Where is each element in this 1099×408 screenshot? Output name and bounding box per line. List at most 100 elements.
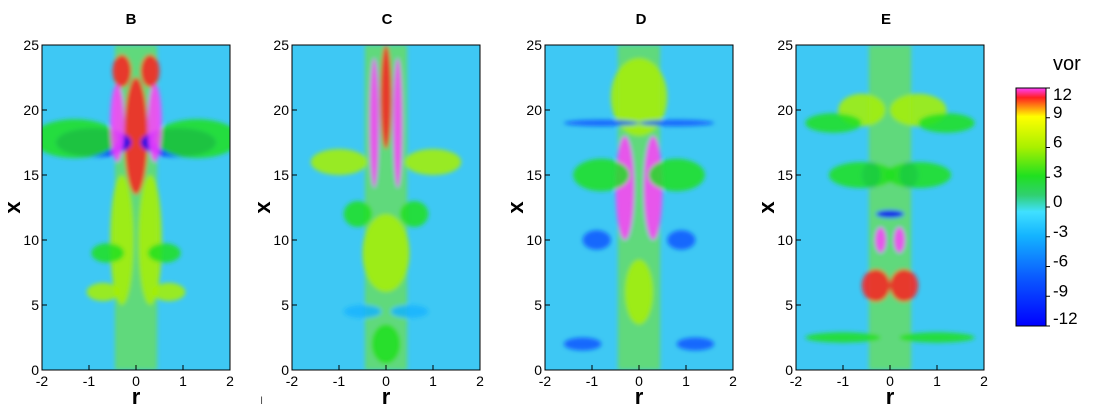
vortex-structure [899, 332, 975, 343]
y-tick-label: 25 [777, 37, 793, 53]
x-tick-label: 1 [682, 373, 690, 389]
x-tick-label: 0 [132, 373, 140, 389]
y-tick-label: 0 [785, 362, 793, 378]
x-tick-label: 0 [382, 373, 390, 389]
y-tick-label: 5 [31, 297, 39, 313]
colorbar-tick-label: -9 [1053, 281, 1068, 300]
x-tick-label: -2 [790, 373, 803, 389]
y-tick-label: 15 [23, 167, 39, 183]
colorbar-tick-label: 12 [1053, 85, 1072, 104]
vortex-structure [676, 337, 715, 351]
x-tick-label: 0 [886, 373, 894, 389]
x-tick-label: 2 [729, 373, 737, 389]
panel-title: E [881, 11, 891, 28]
y-tick-label: 15 [273, 167, 289, 183]
vortex-structure [369, 58, 379, 188]
colorbar-gradient [1015, 87, 1047, 327]
y-tick-label: 15 [777, 167, 793, 183]
panel-title: C [382, 11, 393, 28]
x-tick-label: 1 [933, 373, 941, 389]
vortex-structure [893, 227, 906, 253]
y-tick-label: 5 [785, 297, 793, 313]
colorbar-tick-label: 0 [1053, 192, 1062, 211]
y-tick-label: 20 [526, 102, 542, 118]
panel-title: B [126, 11, 137, 28]
vortex-structure [124, 77, 148, 195]
vortex-structure [874, 227, 887, 253]
panel-title: D [636, 11, 647, 28]
x-tick-label: -2 [36, 373, 49, 389]
vortex-structure [404, 149, 462, 175]
vortex-structure [112, 54, 132, 88]
vortex-structure [610, 58, 668, 136]
vortex-structure [343, 201, 372, 227]
y-tick-label: 0 [31, 362, 39, 378]
x-tick-label: -1 [837, 373, 850, 389]
x-tick-label: 2 [476, 373, 484, 389]
x-tick-label: 1 [429, 373, 437, 389]
x-tick-label: -2 [539, 373, 552, 389]
x-axis-label: r [635, 384, 644, 408]
y-tick-label: 15 [526, 167, 542, 183]
vortex-structure [624, 259, 654, 325]
x-tick-label: -1 [586, 373, 599, 389]
y-tick-label: 20 [273, 102, 289, 118]
vortex-structure [563, 119, 640, 127]
x-tick-label: -1 [333, 373, 346, 389]
vortex-structure [828, 162, 895, 188]
colorbar-tick-label: 6 [1053, 133, 1062, 152]
colorbar-tick-label: -3 [1053, 222, 1068, 241]
colorbar: vor 129 6 3 0 -3 -6 -9 -12 [1015, 53, 1081, 328]
vortex-structure [152, 282, 186, 302]
x-axis-label: r [382, 384, 391, 408]
y-axis-label: x [0, 201, 25, 214]
vortex-structure [573, 158, 630, 192]
vortex-structure [371, 324, 401, 364]
vortex-structure [154, 119, 230, 159]
vortex-structure [885, 162, 952, 188]
y-tick-label: 10 [273, 232, 289, 248]
x-axis-label: r [886, 384, 895, 408]
x-tick-label: 0 [635, 373, 643, 389]
vortex-structure [390, 305, 429, 318]
y-tick-label: 10 [526, 232, 542, 248]
vortex-structure [918, 113, 975, 133]
stray-mark: I [260, 395, 263, 407]
jet-column [868, 45, 912, 370]
vortex-structure [393, 58, 403, 188]
vortex-structure [140, 54, 160, 88]
vortex-structure [110, 175, 134, 305]
y-axis-label: x [754, 201, 779, 214]
colorbar-tick-label: -6 [1053, 252, 1068, 271]
vortex-structure [91, 243, 125, 263]
y-tick-label: 5 [534, 297, 542, 313]
vortex-structure [310, 149, 368, 175]
vortex-structure [147, 243, 181, 263]
x-tick-label: -1 [83, 373, 96, 389]
vortex-structure [110, 84, 125, 162]
x-axis-label: r [132, 384, 141, 408]
vortex-structure [400, 201, 429, 227]
vorticity-field [42, 45, 230, 370]
y-tick-label: 10 [777, 232, 793, 248]
vortex-structure [147, 84, 162, 162]
y-axis-label: x [503, 201, 528, 214]
x-tick-label: 1 [179, 373, 187, 389]
vortex-structure [582, 230, 611, 250]
vortex-structure [890, 269, 919, 302]
vortex-structure [362, 214, 410, 292]
y-tick-label: 0 [281, 362, 289, 378]
vortex-structure [805, 113, 862, 133]
vortex-structure [639, 119, 715, 127]
y-tick-label: 10 [23, 232, 39, 248]
y-tick-label: 20 [23, 102, 39, 118]
x-tick-label: 2 [226, 373, 234, 389]
vortex-structure [42, 119, 118, 159]
colorbar-tick-label: 3 [1053, 162, 1062, 181]
vortex-structure [615, 136, 635, 240]
vortex-structure [861, 269, 891, 302]
y-tick-label: 20 [777, 102, 793, 118]
y-axis-label: x [250, 201, 275, 214]
